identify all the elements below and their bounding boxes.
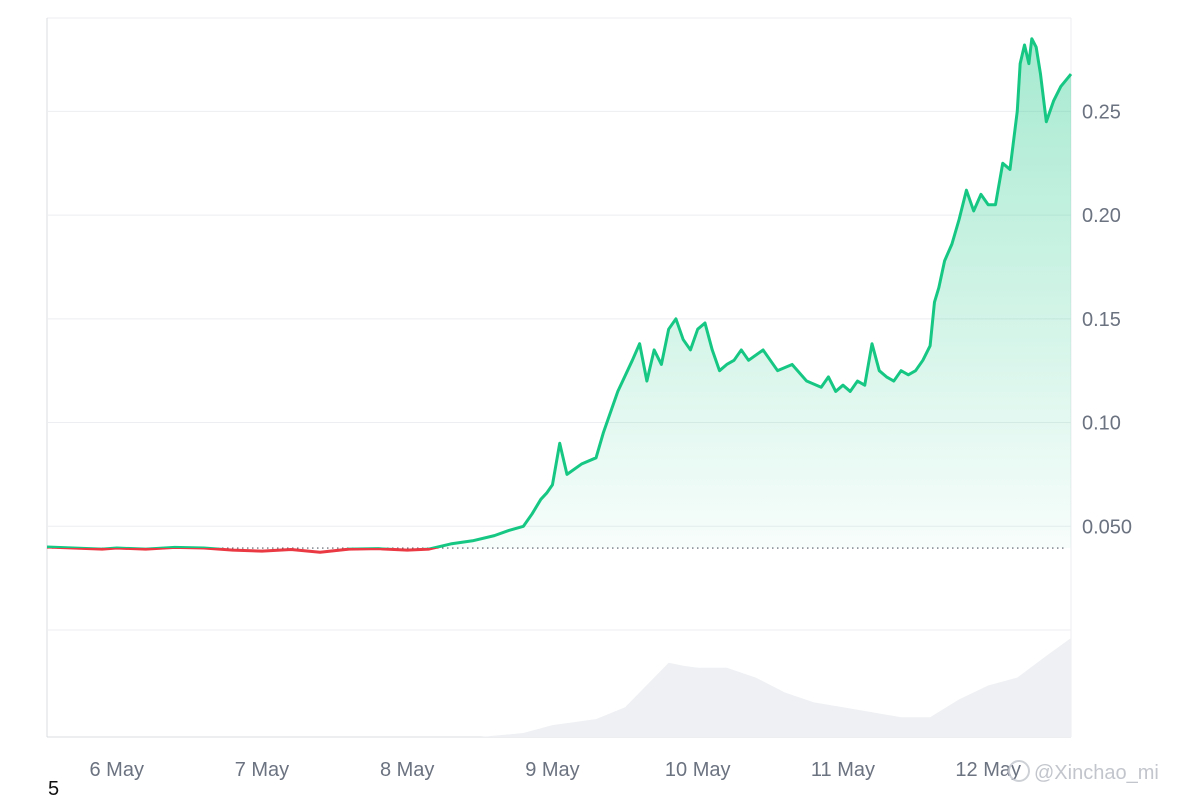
y-tick-label: 0.10 [1082,413,1121,435]
watermark-text: @Xinchao_mi [1034,762,1159,784]
x-tick-label: 8 May [380,759,434,781]
x-tick-label: 9 May [525,759,579,781]
price-lines [46,37,1073,554]
x-tick-label: 10 May [665,759,731,781]
volume-area [47,638,1071,737]
x-tick-label: 7 May [235,759,289,781]
y-axis-ticks: 0.050 0.10 0.15 0.20 0.25 [1082,101,1132,538]
volume-shape [47,638,1071,737]
watermark: @Xinchao_mi [1008,760,1159,785]
price-line-up [46,37,1073,549]
y-tick-label: 0.25 [1082,101,1121,123]
watermark-icon [1008,760,1030,782]
y-tick-label: 0.15 [1082,309,1121,331]
price-area-shape [47,38,1071,549]
x-tick-label: 11 May [811,759,875,781]
x-tick-label: 12 May [955,759,1021,781]
y-tick-label: 0.20 [1082,205,1121,227]
x-axis-ticks: 6 May 7 May 8 May 9 May 10 May 11 May 12 May [89,759,1021,781]
corner-note: 5 [48,778,60,800]
price-area-fill [47,38,1071,549]
y-tick-label: 0.050 [1082,516,1132,538]
x-tick-label: 6 May [89,759,143,781]
